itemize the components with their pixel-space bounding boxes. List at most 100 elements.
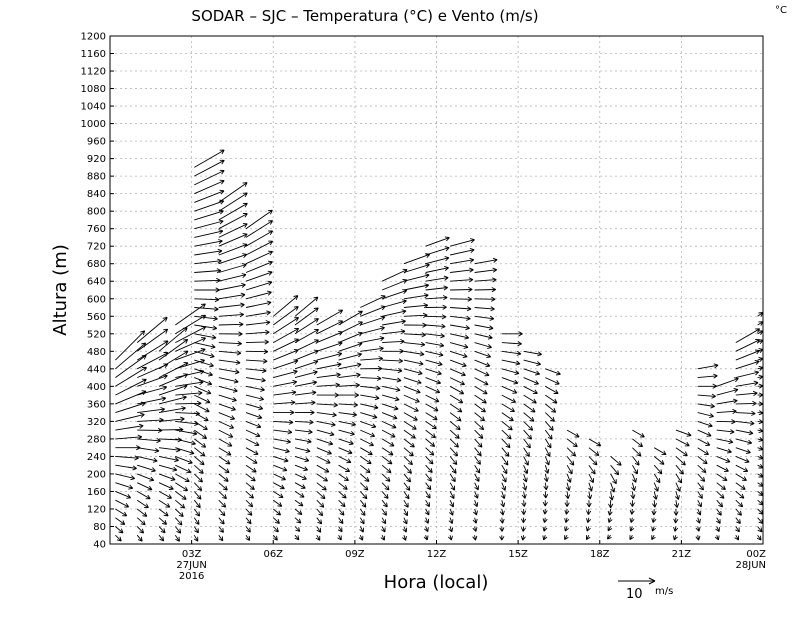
wind-vector: [245, 220, 273, 238]
wind-vector: [245, 358, 268, 364]
y-tick-label: 320: [87, 417, 106, 428]
wind-vector: [423, 535, 429, 541]
wind-vector: [338, 310, 363, 326]
wind-vector: [697, 429, 712, 437]
wind-vector: [450, 306, 472, 312]
wind-vector: [425, 342, 445, 348]
wind-vector: [450, 247, 475, 256]
wind-vector: [474, 342, 492, 349]
wind-vector: [757, 463, 764, 469]
y-tick-label: 720: [87, 242, 106, 253]
wind-vector: [193, 464, 204, 474]
wind-vector: [294, 307, 319, 326]
wind-vector: [403, 456, 413, 466]
y-tick-label: 560: [87, 312, 106, 323]
wind-vector: [474, 473, 480, 482]
wind-vector: [381, 438, 395, 447]
wind-vector: [137, 438, 161, 444]
wind-vector: [449, 359, 467, 368]
wind-vector: [382, 309, 407, 317]
wind-vector: [449, 403, 463, 413]
wind-vector: [474, 482, 479, 491]
x-axis-label: Hora (local): [384, 572, 489, 593]
wind-vector: [316, 372, 341, 379]
wind-vector: [566, 438, 578, 448]
y-tick-label: 800: [87, 207, 106, 218]
wind-vector: [757, 374, 764, 380]
wind-vector: [697, 473, 706, 482]
wind-vector: [675, 464, 684, 475]
wind-vector: [338, 491, 347, 499]
wind-vector: [716, 438, 734, 445]
wind-vector: [632, 447, 642, 457]
wind-vector: [175, 429, 198, 436]
wind-vector: [158, 406, 186, 414]
wind-vector: [449, 482, 456, 491]
wind-vector: [501, 447, 510, 457]
wind-vector: [316, 526, 322, 533]
wind-vector: [115, 464, 137, 471]
wind-vector: [136, 526, 145, 534]
wind-vector: [245, 300, 272, 308]
wind-vector: [474, 447, 482, 457]
wind-vector: [424, 508, 430, 516]
wind-vector: [757, 526, 763, 533]
wind-vector: [756, 534, 762, 541]
wind-vector: [501, 385, 518, 394]
wind-vector: [136, 316, 168, 343]
wind-vector: [448, 526, 454, 533]
wind-vector: [757, 401, 764, 407]
wind-vector: [194, 169, 225, 186]
wind-vector: [175, 358, 206, 370]
wind-vector: [544, 447, 551, 457]
wind-vector: [245, 260, 273, 273]
wind-vector: [735, 517, 741, 525]
wind-vector: [294, 390, 317, 396]
wind-vector: [450, 333, 470, 340]
wind-vector: [653, 473, 661, 484]
wind-vector: [273, 499, 283, 507]
wind-vector: [193, 482, 203, 492]
wind-vector: [360, 403, 379, 410]
wind-vector: [194, 287, 220, 293]
wind-vector: [338, 412, 358, 418]
wind-vector: [735, 370, 760, 379]
wind-vector: [629, 500, 635, 507]
wind-vector: [716, 419, 736, 425]
wind-vector: [218, 182, 248, 203]
wind-vector: [194, 297, 220, 303]
wind-vector: [245, 339, 269, 345]
wind-vector: [716, 377, 739, 387]
wind-vector: [360, 336, 385, 344]
wind-vector: [697, 383, 717, 389]
wind-vector: [501, 456, 509, 466]
wind-vector: [273, 369, 298, 379]
wind-vector: [115, 412, 145, 422]
wind-vector: [425, 275, 449, 282]
wind-vector: [403, 464, 412, 474]
wind-vector: [273, 429, 293, 435]
wind-vector: [735, 473, 747, 481]
wind-vector: [218, 412, 236, 420]
y-tick-label: 680: [87, 259, 106, 270]
wind-vector: [115, 366, 147, 387]
wind-vector: [245, 491, 254, 499]
wind-vector: [653, 447, 667, 456]
wind-vector: [425, 359, 443, 367]
y-tick-label: 1200: [81, 32, 106, 43]
wind-vector: [499, 526, 505, 532]
wind-vector: [403, 385, 421, 394]
wind-vector: [381, 289, 408, 300]
wind-vector: [629, 517, 635, 523]
wind-vector: [218, 508, 226, 517]
wind-vector: [175, 455, 193, 465]
wind-vector: [158, 491, 172, 499]
wind-vector: [501, 368, 520, 376]
wind-vector: [501, 341, 522, 347]
wind-vector: [425, 246, 450, 256]
wind-vector: [735, 482, 746, 490]
wind-vector: [474, 385, 488, 395]
wind-vector: [294, 464, 309, 472]
wind-vector: [316, 362, 342, 370]
wind-vector: [245, 464, 257, 473]
